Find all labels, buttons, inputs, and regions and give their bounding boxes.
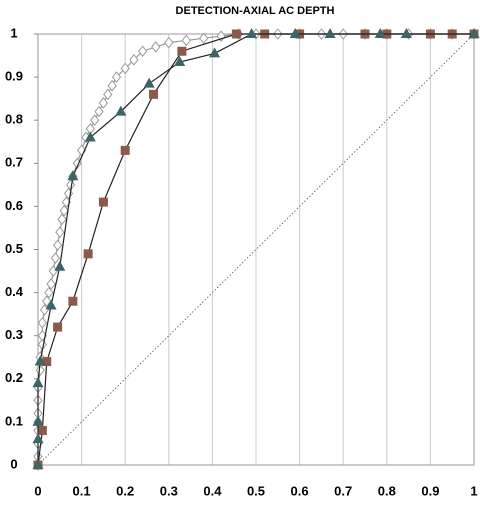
triangle-marker: [115, 105, 127, 116]
diamond-marker: [55, 226, 65, 239]
y-tick-label: 0.4: [5, 284, 24, 299]
triangle-marker: [324, 28, 336, 38]
square-marker: [42, 357, 52, 367]
diamond-marker: [129, 54, 139, 66]
diamond-marker: [103, 88, 113, 101]
square-marker: [120, 145, 130, 155]
square-marker: [83, 249, 93, 259]
square-marker: [98, 197, 108, 207]
diamond-marker: [57, 213, 67, 226]
triangle-marker: [289, 28, 301, 38]
x-tick-label: 0.5: [247, 483, 265, 498]
x-tick-label: 0.2: [116, 483, 134, 498]
triangle-marker: [84, 131, 96, 142]
y-tick-label: 0.5: [5, 241, 23, 256]
diamond-marker: [94, 105, 104, 118]
square-marker: [231, 29, 241, 39]
triangle-marker: [209, 47, 221, 58]
diamond-marker: [111, 71, 122, 83]
square-marker: [37, 426, 47, 436]
diamond-marker: [107, 79, 117, 92]
square-marker: [177, 46, 187, 56]
x-tick-label: 0.4: [203, 483, 222, 498]
triangle-marker: [34, 355, 46, 366]
diamond-marker: [181, 34, 191, 47]
y-tick-label: 0.8: [5, 112, 23, 127]
y-tick-label: 0.9: [5, 69, 23, 84]
x-tick-label: 0.1: [73, 483, 91, 498]
triangle-marker: [143, 77, 155, 88]
square-marker: [53, 322, 63, 332]
y-tick-label: 1: [10, 25, 17, 40]
x-tick-label: 0: [34, 483, 41, 498]
diamond-marker: [164, 36, 174, 49]
triangle-marker: [32, 377, 44, 388]
diamond-marker: [120, 62, 130, 75]
triangle-marker: [54, 260, 66, 271]
y-tick-label: 0: [10, 456, 17, 471]
diamond-marker: [44, 286, 54, 299]
triangle-marker: [45, 299, 57, 310]
x-tick-label: 0.6: [291, 483, 309, 498]
diamond-marker: [42, 295, 52, 308]
x-tick-label: 0.7: [334, 483, 352, 498]
diamond-marker: [50, 252, 61, 264]
y-tick-label: 0.7: [5, 155, 23, 170]
y-tick-label: 0.2: [5, 370, 23, 385]
y-tick-label: 0.3: [5, 327, 23, 342]
chart-title: DETECTION-AXIAL AC DEPTH: [176, 5, 335, 17]
triangle-marker: [468, 28, 480, 38]
diagonal-line: [37, 33, 475, 466]
triangle-marker: [246, 28, 258, 38]
x-tick-label: 0.8: [378, 483, 396, 498]
x-tick-label: 0.9: [421, 483, 439, 498]
triangle-marker: [32, 459, 44, 469]
diamond-marker: [90, 114, 100, 127]
triangle-marker: [400, 28, 412, 38]
diamond-marker: [35, 364, 45, 376]
x-tick-label: 0.3: [160, 483, 178, 498]
triangle-marker: [32, 433, 44, 444]
diamond-marker: [199, 32, 209, 45]
diamond-marker: [98, 97, 109, 109]
square-marker: [68, 296, 78, 306]
y-tick-label: 0.1: [5, 413, 23, 428]
diamond-marker: [137, 45, 148, 58]
diamond-marker: [37, 316, 48, 329]
diamond-marker: [59, 204, 69, 217]
square-marker: [149, 89, 159, 99]
x-tick-label: 1: [470, 483, 477, 498]
triangle-marker: [32, 415, 44, 426]
triangle-marker: [67, 170, 79, 181]
diamond-marker: [46, 278, 56, 290]
triangle-marker: [374, 28, 386, 38]
triangle-marker: [174, 56, 186, 67]
diamond-marker: [52, 239, 63, 251]
y-tick-label: 0.6: [5, 198, 23, 213]
diamond-marker: [151, 41, 161, 53]
